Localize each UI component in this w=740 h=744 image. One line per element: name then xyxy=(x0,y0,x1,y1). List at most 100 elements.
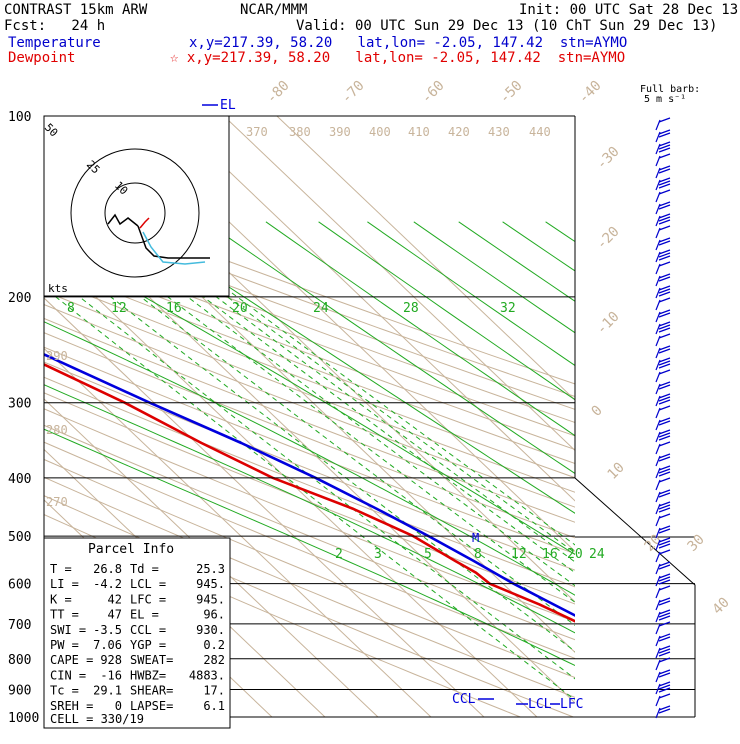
parcel-label: SWI = xyxy=(50,623,86,637)
hodograph-units: kts xyxy=(48,282,68,295)
mixing-ratio-label: 12 xyxy=(511,547,527,562)
parcel-label: PW = xyxy=(50,638,79,652)
mixing-ratio-label: 20 xyxy=(232,301,248,316)
isotherm-label: 0 xyxy=(589,403,606,420)
forecast-hour: Fcst: 24 h xyxy=(4,18,105,34)
data-source: NCAR/MMM xyxy=(240,2,307,18)
mixing-ratio-label: 12 xyxy=(111,301,127,316)
isotherm-label: 20 xyxy=(642,532,665,555)
wind-barb xyxy=(656,598,670,610)
init-time: Init: 00 UTC Sat 28 Dec 13 xyxy=(519,2,738,18)
wind-barb xyxy=(656,658,670,670)
mixing-ratio-label: 32 xyxy=(500,301,516,316)
parcel-label: SWEAT= xyxy=(130,653,173,667)
parcel-value: 42 xyxy=(108,592,122,606)
theta-label: 430 xyxy=(488,125,510,139)
parcel-value: 928 xyxy=(100,653,122,667)
wind-barb xyxy=(656,526,670,538)
parcel-cell: CELL = 330/19 xyxy=(50,712,144,726)
parcel-info-title: Parcel Info xyxy=(88,542,174,557)
temperature-station-info: x,y=217.39, 58.20 lat,lon= -2.05, 147.42… xyxy=(189,35,627,51)
wind-barb xyxy=(656,214,670,226)
isotherm-label: -60 xyxy=(419,78,448,107)
wind-barb xyxy=(656,310,670,322)
isotherm-label: -80 xyxy=(264,78,293,107)
barb-legend-units: 5 m s⁻¹ xyxy=(644,94,686,105)
isotherm-label: 10 xyxy=(605,460,628,483)
parcel-value: -16 xyxy=(100,668,122,682)
theta-label: 440 xyxy=(529,125,551,139)
parcel-label: YGP = xyxy=(130,638,166,652)
pressure-tick-label: 100 xyxy=(8,110,31,125)
mixing-ratio-label: 16 xyxy=(166,301,182,316)
theta-label: 290 xyxy=(46,349,68,363)
parcel-label: SREH = xyxy=(50,699,93,713)
right-axis-skew xyxy=(575,478,695,717)
wind-barb xyxy=(656,466,670,478)
lcl-label: LCL xyxy=(528,697,552,712)
isotherm-line xyxy=(0,103,20,730)
parcel-label: LFC = xyxy=(130,592,166,606)
isotherm-line xyxy=(157,103,740,730)
wind-barb xyxy=(656,706,670,718)
parcel-value: 6.1 xyxy=(203,699,225,713)
wind-barb xyxy=(656,154,670,166)
parcel-label: TT = xyxy=(50,608,79,622)
moist-adiabat xyxy=(459,222,740,717)
parcel-value: 0.2 xyxy=(203,638,225,652)
wind-barb xyxy=(656,478,670,490)
parcel-label: CAPE = xyxy=(50,653,93,667)
parcel-label: EL = xyxy=(130,608,159,622)
pressure-tick-label: 500 xyxy=(8,530,31,545)
isotherm-label: -20 xyxy=(594,224,623,253)
parcel-value: 0 xyxy=(115,699,122,713)
mixing-ratio-label: 5 xyxy=(424,547,432,562)
ccl-label: CCL xyxy=(452,692,476,707)
mixing-ratio-label: 20 xyxy=(567,547,583,562)
wind-barb xyxy=(656,442,670,454)
wind-barb xyxy=(656,226,670,238)
theta-label: 270 xyxy=(46,495,68,509)
wind-barb xyxy=(656,454,670,466)
mixing-ratio-label: 8 xyxy=(474,547,482,562)
moist-adiabat xyxy=(319,222,740,717)
mixing-ratio-label: 8 xyxy=(67,301,75,316)
isotherm-label: -10 xyxy=(594,309,623,338)
wind-barb xyxy=(656,394,670,406)
moist-adiabat xyxy=(367,222,740,717)
parcel-value: 26.8 xyxy=(93,562,122,576)
model-name: CONTRAST 15km ARW xyxy=(4,2,147,18)
parcel-label: Td = xyxy=(130,562,159,576)
parcel-value: 96. xyxy=(203,608,225,622)
parcel-value: 282 xyxy=(203,653,225,667)
wind-barb xyxy=(656,646,670,658)
lfc-label: LFC xyxy=(560,697,583,712)
wind-barb xyxy=(656,202,670,214)
parcel-label: HWBZ= xyxy=(130,668,166,682)
wind-barb xyxy=(656,274,670,286)
wind-barb xyxy=(656,178,670,190)
parcel-value: 7.06 xyxy=(93,638,122,652)
wind-barb xyxy=(656,370,670,382)
theta-label: 280 xyxy=(46,423,68,437)
wind-barb xyxy=(656,670,670,682)
isotherm-label: -50 xyxy=(497,78,526,107)
wind-barb xyxy=(656,406,670,418)
theta-label: 370 xyxy=(246,125,268,139)
wind-barb xyxy=(656,418,670,430)
parcel-value: 945. xyxy=(196,592,225,606)
temperature-legend: Temperature xyxy=(8,35,101,51)
pressure-tick-label: 400 xyxy=(8,472,31,487)
wind-barb xyxy=(656,514,670,526)
theta-label: 380 xyxy=(289,125,311,139)
wind-barb xyxy=(656,562,670,574)
parcel-label: CCL = xyxy=(130,623,166,637)
isotherm-label: -30 xyxy=(594,144,623,173)
parcel-value: 25.3 xyxy=(196,562,225,576)
pressure-tick-label: 800 xyxy=(8,653,31,668)
parcel-value: 17. xyxy=(203,684,225,698)
parcel-label: T = xyxy=(50,562,72,576)
mixing-ratio-label: 3 xyxy=(374,547,382,562)
